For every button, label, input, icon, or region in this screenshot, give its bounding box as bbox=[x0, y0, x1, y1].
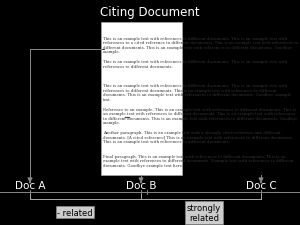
FancyBboxPatch shape bbox=[100, 22, 182, 176]
Text: Reference to an example. This is an example text with references to different do: Reference to an example. This is an exam… bbox=[103, 107, 297, 125]
Text: Doc C: Doc C bbox=[246, 180, 276, 191]
Text: This is an example text with references to different documents. This is an examp: This is an example text with references … bbox=[103, 60, 287, 69]
Text: Citing Document: Citing Document bbox=[100, 6, 200, 19]
Text: - related: - related bbox=[57, 208, 93, 217]
Text: Doc B: Doc B bbox=[126, 180, 156, 191]
Text: Doc A: Doc A bbox=[15, 180, 45, 191]
Text: This is an example text with references to different documents. This is an examp: This is an example text with references … bbox=[103, 83, 291, 101]
Text: strongly
related: strongly related bbox=[187, 203, 221, 222]
Text: Another paragraph. This is an example text with a strongly cited reference and d: Another paragraph. This is an example te… bbox=[103, 130, 293, 144]
Text: Final paragraph. This is an example text with references to different documents.: Final paragraph. This is an example text… bbox=[103, 154, 294, 167]
Text: This is an example text with references to different documents. This is an examp: This is an example text with references … bbox=[103, 36, 298, 54]
